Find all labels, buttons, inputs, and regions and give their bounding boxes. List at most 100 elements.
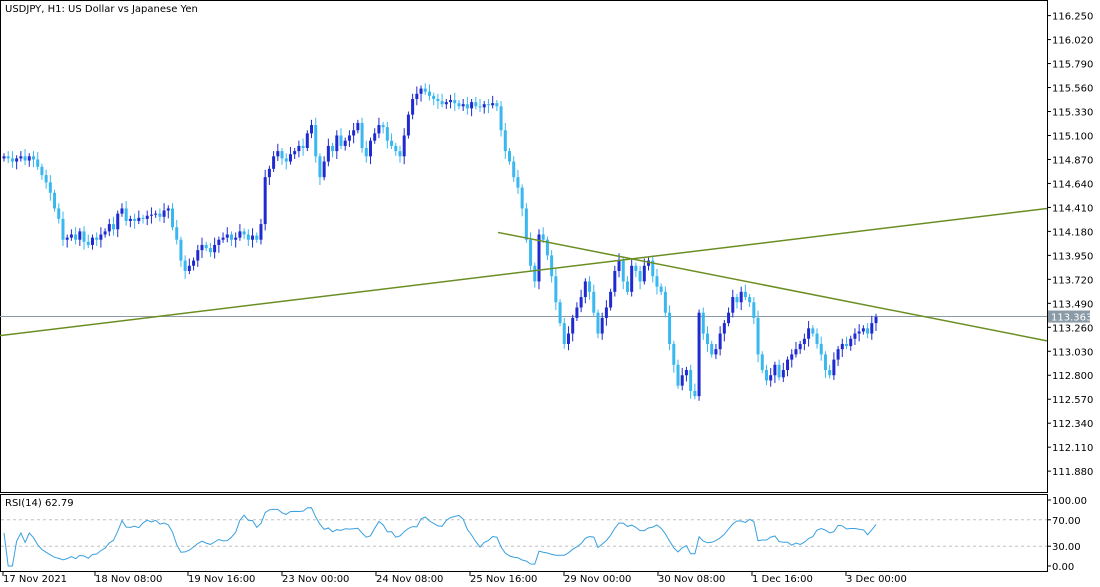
candle-body bbox=[347, 135, 351, 141]
candle-body bbox=[588, 281, 592, 292]
candle-body bbox=[693, 390, 697, 397]
candle-body bbox=[794, 349, 798, 355]
time-tick-label: 29 Nov 00:00 bbox=[564, 574, 631, 585]
candle-body bbox=[183, 260, 187, 271]
candlestick-series bbox=[2, 83, 878, 401]
candle-body bbox=[69, 234, 73, 238]
price-tick-label: 112.340 bbox=[1052, 419, 1093, 430]
candle-body bbox=[625, 281, 629, 292]
candle-body bbox=[828, 370, 832, 376]
candle-body bbox=[234, 237, 238, 240]
candle-body bbox=[61, 218, 65, 240]
candle-body bbox=[486, 104, 490, 106]
candle-body bbox=[272, 156, 276, 169]
candle-body bbox=[120, 208, 124, 214]
candle-body bbox=[36, 159, 40, 167]
candle-body bbox=[339, 135, 343, 146]
candle-body bbox=[107, 224, 111, 232]
time-tick-label: 18 Nov 08:00 bbox=[95, 574, 162, 585]
candle-body bbox=[280, 151, 284, 159]
candle-body bbox=[326, 145, 330, 162]
candle-body bbox=[82, 231, 86, 242]
price-tick-label: 114.410 bbox=[1052, 203, 1093, 214]
candle-body bbox=[352, 130, 356, 136]
candle-body bbox=[95, 237, 99, 240]
candle-body bbox=[495, 103, 499, 107]
candle-body bbox=[128, 218, 132, 221]
candle-body bbox=[242, 231, 246, 235]
candle-body bbox=[638, 270, 642, 282]
candle-body bbox=[221, 237, 225, 240]
candle-body bbox=[288, 154, 292, 162]
candle-body bbox=[263, 177, 267, 225]
candle-body bbox=[284, 158, 288, 162]
candle-body bbox=[78, 231, 82, 240]
candle-body bbox=[423, 88, 427, 92]
price-panel-frame bbox=[0, 0, 1048, 493]
candle-body bbox=[849, 338, 853, 347]
candle-body bbox=[836, 349, 840, 360]
candle-body bbox=[44, 175, 48, 183]
candle-body bbox=[360, 122, 364, 148]
candle-body bbox=[727, 312, 731, 324]
price-tick-label: 113.260 bbox=[1052, 323, 1093, 334]
candle-body bbox=[377, 125, 381, 134]
candle-body bbox=[499, 106, 503, 131]
candle-body bbox=[23, 156, 27, 161]
candle-body bbox=[322, 161, 326, 178]
candle-body bbox=[630, 265, 634, 292]
rsi-tick-label: 30.00 bbox=[1052, 542, 1081, 553]
candle-body bbox=[381, 125, 385, 128]
rsi-tick-label: 70.00 bbox=[1052, 516, 1081, 527]
candle-body bbox=[103, 231, 107, 235]
candle-body bbox=[756, 317, 760, 355]
candle-body bbox=[760, 354, 764, 371]
candle-body bbox=[356, 122, 360, 131]
candle-body bbox=[642, 265, 646, 282]
candle-body bbox=[786, 359, 790, 371]
candle-body bbox=[31, 156, 35, 160]
candle-body bbox=[419, 88, 423, 94]
price-tick-label: 116.250 bbox=[1052, 12, 1093, 23]
candle-body bbox=[579, 297, 583, 308]
candle-body bbox=[845, 343, 849, 347]
candle-body bbox=[870, 323, 874, 334]
current-price-tag bbox=[1048, 310, 1090, 323]
candle-body bbox=[453, 100, 457, 104]
candle-body bbox=[158, 213, 162, 217]
price-tick-label: 115.790 bbox=[1052, 60, 1093, 71]
candle-body bbox=[390, 140, 394, 146]
candle-body bbox=[461, 104, 465, 107]
candle-body bbox=[697, 312, 701, 397]
candle-body bbox=[533, 265, 537, 282]
rsi-line bbox=[3, 507, 877, 567]
price-tick-label: 115.100 bbox=[1052, 131, 1093, 142]
price-tick-label: 114.640 bbox=[1052, 179, 1093, 190]
time-tick-label: 3 Dec 00:00 bbox=[846, 574, 907, 585]
candle-body bbox=[714, 349, 718, 355]
price-tick-label: 116.020 bbox=[1052, 36, 1093, 47]
rsi-label: RSI(14) 62.79 bbox=[5, 498, 74, 509]
candle-body bbox=[175, 227, 179, 240]
candle-body bbox=[743, 291, 747, 298]
candle-body bbox=[701, 312, 705, 334]
candle-body bbox=[364, 147, 368, 157]
candle-body bbox=[807, 328, 811, 339]
candle-body bbox=[225, 234, 229, 238]
candle-body bbox=[735, 297, 739, 303]
time-tick-label: 24 Nov 08:00 bbox=[376, 574, 443, 585]
candle-body bbox=[200, 244, 204, 251]
candle-body bbox=[2, 156, 6, 159]
candle-body bbox=[769, 375, 773, 381]
candle-body bbox=[752, 302, 756, 318]
price-tick-label: 113.720 bbox=[1052, 275, 1093, 286]
time-tick-label: 17 Nov 2021 bbox=[3, 574, 67, 585]
candle-body bbox=[133, 218, 137, 221]
candle-body bbox=[444, 102, 448, 105]
candle-body bbox=[672, 343, 676, 365]
candle-body bbox=[335, 135, 339, 152]
price-tick-label: 115.330 bbox=[1052, 108, 1093, 119]
candle-body bbox=[196, 250, 200, 261]
candle-body bbox=[192, 260, 196, 266]
candle-body bbox=[503, 130, 507, 152]
